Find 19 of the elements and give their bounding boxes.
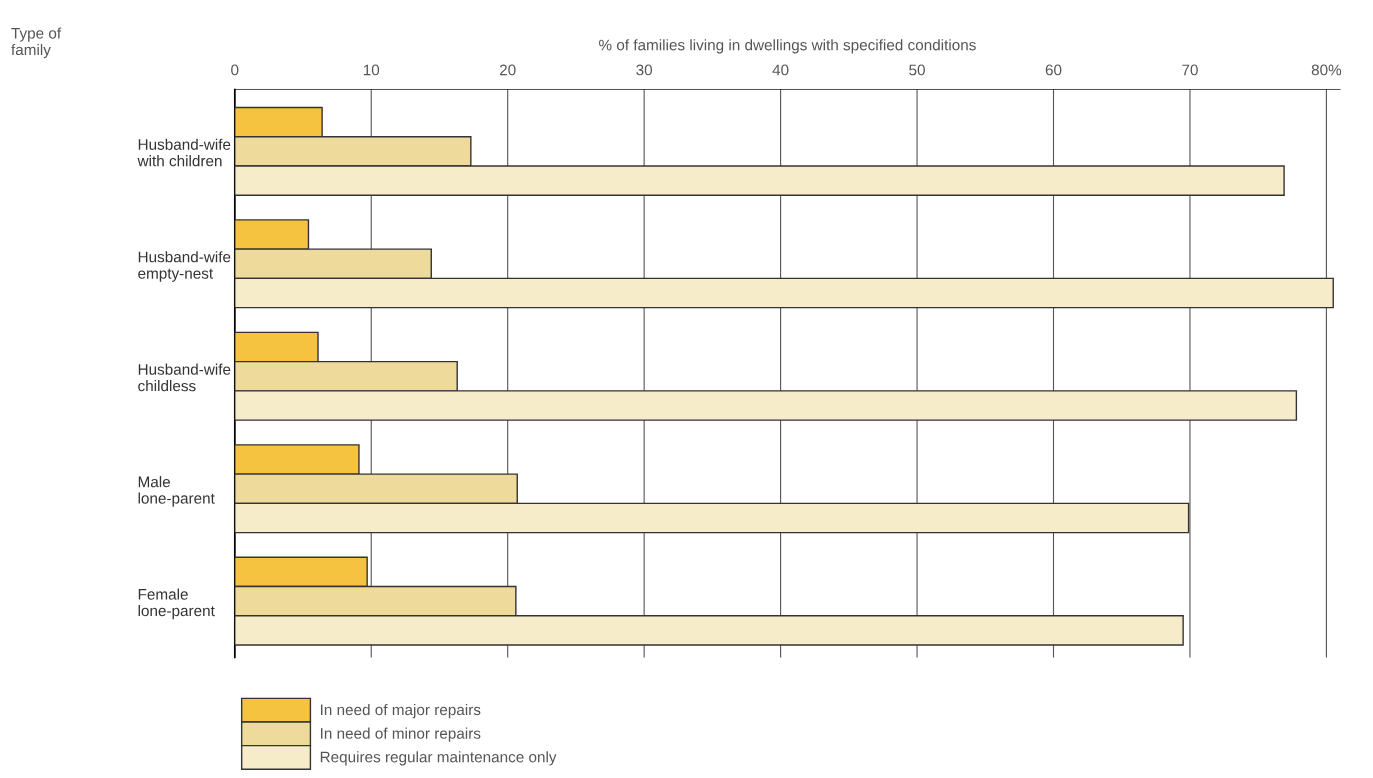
x-tick-label: 40 [772,64,789,76]
x-tick-label: 30 [636,64,653,76]
x-tick-label: 0 [231,64,239,76]
y-tick-label: Husband-wife empty-nest [138,251,231,282]
text: Type of family [11,27,62,59]
y-tick-label: Female lone-parent [138,588,215,620]
legend-label: In need of minor repairs [321,727,481,742]
x-tick-label: 80% [1311,64,1342,76]
x-tick-label: 60 [1045,64,1062,76]
x-axis-title: % of families living in dwellings with specified conditions [599,39,976,54]
x-tick-label: 10 [363,64,380,76]
legend-label: Requires regular maintenance only [320,751,557,766]
legend-label: In need of major repairs [321,703,481,719]
x-tick-label: 20 [499,64,516,76]
y-tick-label: Husband-wife with children [137,138,231,167]
y-tick-label: Male lone-parent [138,476,215,507]
x-tick-label: 70 [1182,64,1198,76]
y-tick-label: Husband-wife childless [138,363,231,392]
x-tick-label: 50 [909,64,925,76]
